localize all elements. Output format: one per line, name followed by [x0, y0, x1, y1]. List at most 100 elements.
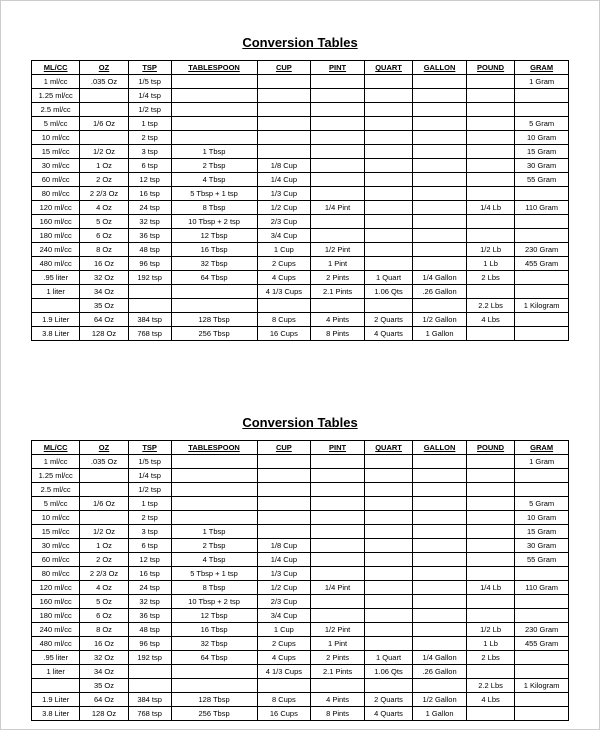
table-cell: 36 tsp [128, 609, 171, 623]
table-row: 1.9 Liter64 Oz384 tsp128 Tbsp8 Cups4 Pin… [32, 313, 569, 327]
table-cell: 4 Oz [80, 581, 128, 595]
table-cell: 1/2 Cup [257, 201, 311, 215]
table-cell: 110 Gram [515, 201, 569, 215]
table-cell: 1 Oz [80, 539, 128, 553]
table-cell [171, 483, 257, 497]
table-cell: 1 Cup [257, 623, 311, 637]
table-cell: 2 Cups [257, 257, 311, 271]
table-cell: 1 liter [32, 665, 80, 679]
table-row: 1 ml/cc.035 Oz1/5 tsp1 Gram [32, 455, 569, 469]
table-cell [515, 665, 569, 679]
table-cell: 1/2 Pint [311, 623, 365, 637]
table-cell: 1.9 Liter [32, 313, 80, 327]
table-cell [413, 567, 467, 581]
table-cell [364, 553, 412, 567]
table-row: 80 ml/cc2 2/3 Oz16 tsp5 Tbsp + 1 tsp1/3 … [32, 187, 569, 201]
column-header: QUART [364, 441, 412, 455]
table-cell: 230 Gram [515, 623, 569, 637]
table-cell [364, 201, 412, 215]
table-cell [311, 567, 365, 581]
table-cell: 4 Quarts [364, 327, 412, 341]
table-row: 5 ml/cc1/6 Oz1 tsp5 Gram [32, 117, 569, 131]
table-cell: 3/4 Cup [257, 609, 311, 623]
table-cell: 4 Oz [80, 201, 128, 215]
table-cell [80, 483, 128, 497]
table-cell: 1 Tbsp [171, 145, 257, 159]
table-cell: 60 ml/cc [32, 553, 80, 567]
table-cell: 1/4 Lb [466, 201, 514, 215]
table-cell [413, 215, 467, 229]
column-header: TSP [128, 441, 171, 455]
table-cell: 4 1/3 Cups [257, 665, 311, 679]
column-header: GALLON [413, 61, 467, 75]
table-cell: 1/8 Cup [257, 159, 311, 173]
table-cell: 1/2 tsp [128, 483, 171, 497]
table-cell [128, 679, 171, 693]
table-cell: 1 Gallon [413, 327, 467, 341]
table-cell: 480 ml/cc [32, 257, 80, 271]
table-cell [515, 327, 569, 341]
table-row: 180 ml/cc6 Oz36 tsp12 Tbsp3/4 Cup [32, 609, 569, 623]
table-cell [257, 525, 311, 539]
table-cell [364, 637, 412, 651]
table-cell: 35 Oz [80, 299, 128, 313]
page-title-1: Conversion Tables [31, 35, 569, 50]
table-cell: 1.9 Liter [32, 693, 80, 707]
table-cell [311, 299, 365, 313]
table-cell [128, 299, 171, 313]
table-cell: .95 liter [32, 271, 80, 285]
table-cell: 1/2 Lb [466, 623, 514, 637]
table-cell: 1/6 Oz [80, 497, 128, 511]
table-cell [413, 609, 467, 623]
column-header: OZ [80, 61, 128, 75]
table-cell [311, 215, 365, 229]
table-cell: 34 Oz [80, 285, 128, 299]
table-cell: 455 Gram [515, 637, 569, 651]
table-cell: 24 tsp [128, 201, 171, 215]
table-cell [257, 469, 311, 483]
page: Conversion Tables ML/CCOZTSPTABLESPOONCU… [1, 1, 599, 741]
table-cell: 1/2 Gallon [413, 693, 467, 707]
table-cell [364, 455, 412, 469]
table-cell: 16 Cups [257, 327, 311, 341]
table-cell [171, 679, 257, 693]
table-cell [311, 609, 365, 623]
table-cell: 2.1 Pints [311, 285, 365, 299]
table-cell [413, 89, 467, 103]
table-cell [364, 145, 412, 159]
table-cell [515, 215, 569, 229]
table-cell: 1/4 Cup [257, 173, 311, 187]
table-cell: 1/3 Cup [257, 567, 311, 581]
table-cell: 1/4 Cup [257, 553, 311, 567]
table-cell: 4 Cups [257, 271, 311, 285]
table-cell: 128 Oz [80, 327, 128, 341]
table-cell [32, 299, 80, 313]
table-cell: 5 ml/cc [32, 117, 80, 131]
table-cell: 1/4 Pint [311, 201, 365, 215]
table-cell [413, 103, 467, 117]
table-cell [171, 75, 257, 89]
table-cell: 8 Tbsp [171, 201, 257, 215]
table-cell [466, 187, 514, 201]
table-cell: 96 tsp [128, 257, 171, 271]
table-cell: 16 Tbsp [171, 243, 257, 257]
table-cell [128, 285, 171, 299]
table-row: 180 ml/cc6 Oz36 tsp12 Tbsp3/4 Cup [32, 229, 569, 243]
table-cell: 1.06 Qts [364, 285, 412, 299]
table-cell: 4 Pints [311, 693, 365, 707]
table-cell [515, 707, 569, 721]
table-cell: 2 Tbsp [171, 159, 257, 173]
table-row: .95 liter32 Oz192 tsp64 Tbsp4 Cups2 Pint… [32, 651, 569, 665]
table-cell: 12 tsp [128, 553, 171, 567]
table-cell [364, 483, 412, 497]
column-header: CUP [257, 61, 311, 75]
table-cell: 12 Tbsp [171, 229, 257, 243]
table-cell: 1.25 ml/cc [32, 89, 80, 103]
table-header-row: ML/CCOZTSPTABLESPOONCUPPINTQUARTGALLONPO… [32, 61, 569, 75]
column-header: GRAM [515, 441, 569, 455]
table-cell: 4 Lbs [466, 313, 514, 327]
table-cell [311, 455, 365, 469]
table-cell [80, 511, 128, 525]
table-cell: 96 tsp [128, 637, 171, 651]
table-cell: 8 Pints [311, 707, 365, 721]
